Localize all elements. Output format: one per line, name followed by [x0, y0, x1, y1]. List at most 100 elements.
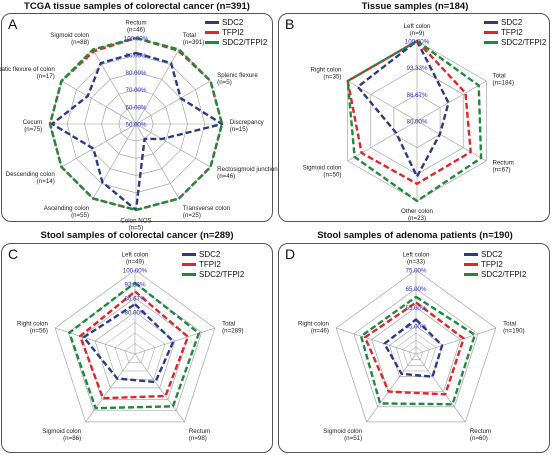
tick-label: 75.00%: [406, 268, 427, 275]
spoke: [92, 49, 137, 125]
series-line-sdc2-tfpi2: [48, 36, 224, 212]
legend-item-tfpi2: TFPI2: [182, 259, 244, 269]
axis-label: Ascending colon (n=55): [44, 205, 90, 219]
title-a: TCGA tissue samples of colorectal cancer…: [24, 1, 250, 12]
axis-label: Discrepancy (n=15): [230, 119, 265, 133]
axis-label: Rectum (n=60): [470, 428, 491, 442]
legend-label-sdc2: SDC2: [501, 17, 523, 27]
axis-label: Cecum (n=75): [23, 119, 43, 133]
legend-label-combined: SDC2/TFPI2: [199, 269, 245, 279]
panel-label-c: C: [8, 246, 19, 262]
spoke: [347, 120, 418, 162]
legend-item-sdc2: SDC2: [182, 249, 244, 259]
tick-label: 50.00%: [126, 122, 147, 129]
radar-panel-d: D 45.00% 55.00% 65.00% 75.00% Left colon (n=3…: [278, 243, 550, 453]
spoke: [135, 80, 211, 125]
axis-label: Descending colon (n=14): [6, 171, 56, 185]
radar-chart-a: 50.00% 60.00% 70.00% 80.00% 90.00% 100.00% Rec…: [0, 19, 278, 231]
series-line-sdc2-tfpi2: [346, 39, 483, 203]
tick-label: 55.00%: [406, 305, 427, 312]
title-b: Tissue samples (n=184): [361, 1, 469, 12]
axis-label: Rectum (n=67): [493, 160, 514, 174]
spoke: [416, 120, 487, 162]
radar-panel-b: B 80.00% 86.67% 93.33% 100.00% Left colon (n=…: [278, 13, 550, 222]
tick-label: 80.00%: [125, 310, 146, 317]
legend-label-sdc2: SDC2: [481, 249, 503, 259]
legend-label-sdc2: SDC2: [222, 17, 244, 27]
spoke: [415, 327, 496, 355]
spoke: [92, 123, 137, 199]
series-line-sdc2: [82, 303, 175, 384]
axis-label: Right colon (n=35): [311, 66, 343, 80]
legend-a: SDC2 TFPI2 SDC2/TFPI2: [205, 17, 267, 47]
spoke: [135, 123, 211, 168]
tick-label: 45.00%: [406, 324, 427, 331]
series-line-sdc2: [383, 318, 444, 378]
panel-label-a: A: [8, 16, 18, 32]
spoke: [336, 327, 417, 355]
tick-label: 100.00%: [124, 36, 149, 43]
radar-chart-d: 45.00% 55.00% 65.00% 75.00% Left colon (n=33)…: [298, 251, 525, 442]
legend-d: SDC2 TFPI2 SDC2/TFPI2: [464, 249, 526, 279]
tick-label: 93.33%: [407, 65, 428, 72]
axis-label: Sigmoid colon (n=51): [323, 428, 362, 442]
legend-label-tfpi2: TFPI2: [222, 27, 244, 37]
axis-label: Right colon (n=56): [17, 321, 49, 335]
tick-label: 90.00%: [126, 53, 147, 60]
legend-label-sdc2: SDC2: [199, 249, 221, 259]
axis-label: Left colon (n=9): [404, 23, 431, 37]
legend-label-combined: SDC2/TFPI2: [501, 37, 547, 47]
tick-label: 100.00%: [405, 39, 430, 46]
axis-label: Sigmoid colon (n=86): [42, 428, 81, 442]
legend-item-combined: SDC2/TFPI2: [205, 37, 267, 47]
tick-label: 60.00%: [126, 104, 147, 111]
radar-panel-c: C 80.00% 86.67% 93.33% 100.00% Left colon (n=…: [1, 243, 273, 453]
series-line-tfpi2: [363, 301, 465, 396]
legend-item-sdc2: SDC2: [464, 249, 526, 259]
series-line-sdc2-tfpi2: [68, 281, 201, 410]
axis-label: Total (n=289): [222, 321, 244, 335]
grid-ring-inner: [402, 339, 430, 366]
panel-label-d: D: [285, 246, 296, 262]
legend-label-tfpi2: TFPI2: [481, 259, 503, 269]
series-line-tfpi2: [78, 290, 190, 400]
legend-item-sdc2: SDC2: [205, 17, 267, 27]
axis-label: Total (n=190): [503, 321, 525, 335]
spoke: [61, 80, 137, 125]
legend-label-tfpi2: TFPI2: [501, 27, 523, 37]
title-c: Stool samples of colorectal cancer (n=28…: [40, 230, 234, 241]
axis-label: Splenic flexure (n=5): [217, 72, 258, 86]
legend-item-sdc2: SDC2: [484, 17, 546, 27]
legend-b: SDC2 TFPI2 SDC2/TFPI2: [484, 17, 546, 47]
spoke: [135, 123, 180, 199]
spoke: [416, 80, 487, 122]
grid-ring-inner: [409, 346, 423, 360]
legend-label-combined: SDC2/TFPI2: [481, 269, 527, 279]
tick-label: 80.00%: [126, 70, 147, 77]
spoke: [134, 353, 185, 423]
axis-label: Rectum (n=46): [125, 19, 146, 33]
spoke: [85, 353, 136, 423]
grid-ring: [54, 269, 216, 423]
grid-ring: [353, 288, 479, 408]
axis-label: Sigmoid colon (n=50): [303, 165, 342, 179]
tick-label: 100.00%: [123, 268, 148, 275]
axis-label: Hepatic flexure of colon(n=17): [0, 66, 55, 80]
axis-label: Right colon (n=46): [298, 321, 330, 335]
tick-label: 70.00%: [126, 87, 147, 94]
axis-label: Colon NOS (n=5): [120, 218, 151, 232]
tick-label: 86.67%: [407, 92, 428, 99]
legend-label-tfpi2: TFPI2: [199, 259, 221, 269]
spoke: [134, 327, 215, 355]
legend-label-combined: SDC2/TFPI2: [222, 37, 268, 47]
legend-item-tfpi2: TFPI2: [205, 27, 267, 37]
spoke: [135, 49, 180, 125]
grid-ring-inner: [395, 332, 437, 372]
legend-item-combined: SDC2/TFPI2: [464, 269, 526, 279]
tick-label: 86.67%: [125, 295, 146, 302]
grid-ring-inner: [124, 343, 146, 363]
legend-item-tfpi2: TFPI2: [484, 27, 546, 37]
series-line-sdc2-tfpi2: [359, 295, 477, 406]
axis-label: Rectosigmoid junction (n=46): [217, 166, 278, 180]
legend-item-tfpi2: TFPI2: [464, 259, 526, 269]
